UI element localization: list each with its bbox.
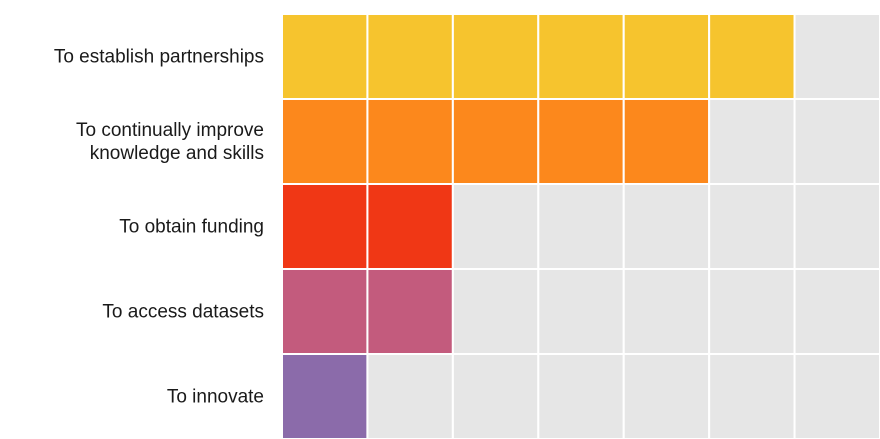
empty-cell [451, 353, 540, 439]
empty-cell [708, 183, 796, 270]
empty-cell [366, 353, 454, 439]
row-label: To access datasets [102, 302, 264, 323]
empty-cell [793, 13, 880, 100]
empty-cell [537, 183, 625, 270]
filled-cell [281, 353, 369, 439]
empty-cell [622, 353, 711, 439]
empty-cell [793, 268, 880, 355]
row-label-line: To access datasets [102, 302, 264, 323]
row-label-line: To obtain funding [119, 217, 264, 238]
filled-cell [451, 98, 540, 185]
filled-cell [451, 13, 540, 100]
filled-cell [537, 98, 625, 185]
empty-cell [451, 183, 540, 270]
row-label-line: To establish partnerships [54, 47, 264, 68]
empty-cell [537, 353, 625, 439]
filled-cell [622, 98, 711, 185]
filled-cell [366, 268, 454, 355]
filled-cell [281, 183, 369, 270]
empty-cell [622, 268, 711, 355]
filled-cell [708, 13, 796, 100]
empty-cell [537, 268, 625, 355]
filled-cell [537, 13, 625, 100]
row-label: To obtain funding [119, 217, 264, 238]
filled-cell [366, 183, 454, 270]
empty-cell [708, 268, 796, 355]
empty-cell [708, 353, 796, 439]
empty-cell [793, 98, 880, 185]
empty-cell [708, 98, 796, 185]
row-label-line: knowledge and skills [90, 143, 264, 164]
filled-cell [366, 98, 454, 185]
filled-cell [281, 13, 369, 100]
row-label: To innovate [167, 387, 264, 408]
row-label: To continually improve knowledge and skil… [76, 120, 264, 164]
empty-cell [622, 183, 711, 270]
empty-cell [793, 353, 880, 439]
row-label-line: To continually improve [76, 120, 264, 141]
empty-cell [451, 268, 540, 355]
row-label-line: To innovate [167, 387, 264, 408]
filled-cell [622, 13, 711, 100]
filled-cell [366, 13, 454, 100]
empty-cell [793, 183, 880, 270]
filled-cell [281, 268, 369, 355]
filled-cell [281, 98, 369, 185]
row-label: To establish partnerships [54, 47, 264, 68]
